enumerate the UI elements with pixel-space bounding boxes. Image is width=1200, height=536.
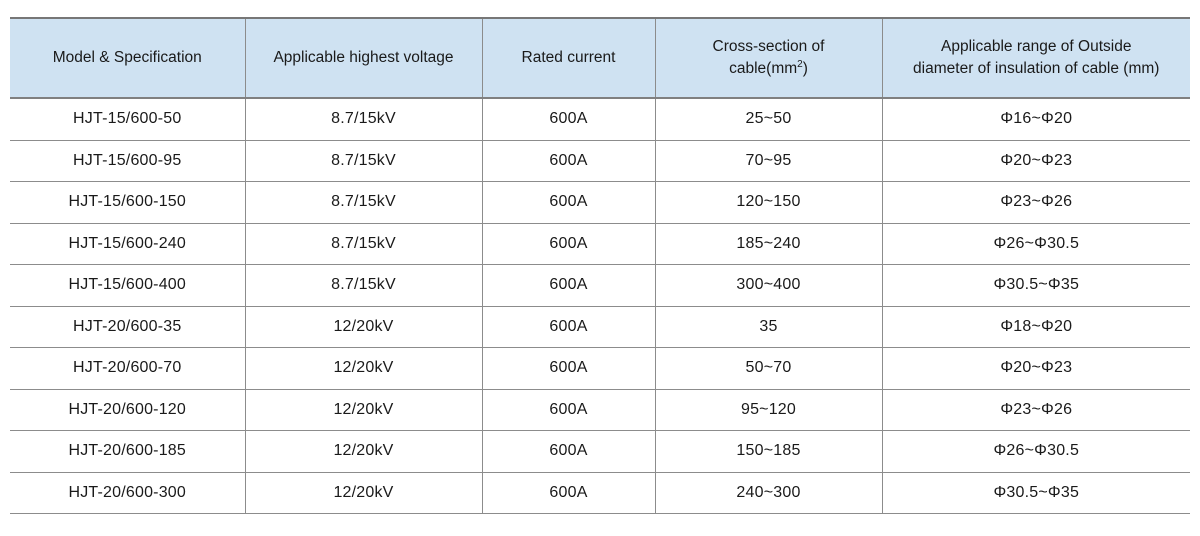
table-row: HJT-20/600-185 12/20kV 600A 150~185 Φ26~… xyxy=(10,430,1190,473)
cell-model: HJT-20/600-70 xyxy=(10,347,245,390)
cell-diameter-range: Φ23~Φ26 xyxy=(881,181,1190,224)
cell-model: HJT-15/600-400 xyxy=(10,264,245,307)
cell-current: 600A xyxy=(481,389,655,431)
table-row: HJT-20/600-70 12/20kV 600A 50~70 Φ20~Φ23 xyxy=(10,347,1190,390)
cell-cross-section: 185~240 xyxy=(654,223,882,265)
column-header-voltage: Applicable highest voltage xyxy=(244,17,482,99)
cell-voltage: 12/20kV xyxy=(244,430,482,473)
cell-model: HJT-20/600-185 xyxy=(10,430,245,473)
column-header-diameter-range: Applicable range of Outside diameter of … xyxy=(881,17,1190,99)
table-row: HJT-20/600-35 12/20kV 600A 35 Φ18~Φ20 xyxy=(10,306,1190,348)
table-row: HJT-20/600-300 12/20kV 600A 240~300 Φ30.… xyxy=(10,472,1190,514)
cell-current: 600A xyxy=(481,181,655,224)
column-header-cross-section: Cross-section of cable(mm2) xyxy=(654,17,882,99)
cell-model: HJT-20/600-35 xyxy=(10,306,245,348)
cell-model: HJT-15/600-240 xyxy=(10,223,245,265)
table-row: HJT-20/600-120 12/20kV 600A 95~120 Φ23~Φ… xyxy=(10,389,1190,431)
cell-diameter-range: Φ26~Φ30.5 xyxy=(881,430,1190,473)
cell-diameter-range: Φ20~Φ23 xyxy=(881,140,1190,182)
cell-diameter-range: Φ23~Φ26 xyxy=(881,389,1190,431)
cell-voltage: 12/20kV xyxy=(244,389,482,431)
cell-diameter-range: Φ30.5~Φ35 xyxy=(881,264,1190,307)
table-row: HJT-15/600-240 8.7/15kV 600A 185~240 Φ26… xyxy=(10,223,1190,265)
cell-current: 600A xyxy=(481,223,655,265)
cell-current: 600A xyxy=(481,98,655,141)
cell-current: 600A xyxy=(481,306,655,348)
column-header-diameter-range-line1: Applicable range of Outside xyxy=(941,37,1132,55)
cell-diameter-range: Φ30.5~Φ35 xyxy=(881,472,1190,514)
column-header-diameter-range-line2: diameter of insulation of cable (mm) xyxy=(913,60,1160,77)
cell-diameter-range: Φ26~Φ30.5 xyxy=(881,223,1190,265)
table-row: HJT-15/600-400 8.7/15kV 600A 300~400 Φ30… xyxy=(10,264,1190,307)
cell-cross-section: 120~150 xyxy=(654,181,882,224)
table-row: HJT-15/600-50 8.7/15kV 600A 25~50 Φ16~Φ2… xyxy=(10,98,1190,141)
cell-current: 600A xyxy=(481,430,655,473)
cell-cross-section: 240~300 xyxy=(654,472,882,514)
cell-voltage: 12/20kV xyxy=(244,306,482,348)
cell-current: 600A xyxy=(481,264,655,307)
column-header-cross-section-line1: Cross-section of xyxy=(712,37,825,55)
cell-current: 600A xyxy=(481,347,655,390)
cell-current: 600A xyxy=(481,472,655,514)
table-row: HJT-15/600-150 8.7/15kV 600A 120~150 Φ23… xyxy=(10,181,1190,224)
table-row: HJT-15/600-95 8.7/15kV 600A 70~95 Φ20~Φ2… xyxy=(10,140,1190,182)
cell-model: HJT-15/600-150 xyxy=(10,181,245,224)
cell-cross-section: 35 xyxy=(654,306,882,348)
cell-voltage: 12/20kV xyxy=(244,472,482,514)
cell-diameter-range: Φ16~Φ20 xyxy=(881,98,1190,141)
cell-model: HJT-20/600-120 xyxy=(10,389,245,431)
cell-voltage: 8.7/15kV xyxy=(244,140,482,182)
cell-model: HJT-20/600-300 xyxy=(10,472,245,514)
column-header-cross-section-superscript: 2 xyxy=(797,58,803,70)
cell-cross-section: 70~95 xyxy=(654,140,882,182)
cell-current: 600A xyxy=(481,140,655,182)
column-header-current: Rated current xyxy=(481,17,655,99)
cell-cross-section: 150~185 xyxy=(654,430,882,473)
spec-table: Model & Specification Applicable highest… xyxy=(10,17,1190,514)
column-header-model: Model & Specification xyxy=(10,17,245,99)
cell-voltage: 8.7/15kV xyxy=(244,98,482,141)
cell-model: HJT-15/600-50 xyxy=(10,98,245,141)
column-header-cross-section-line2: cable(mm xyxy=(729,60,798,77)
cell-voltage: 8.7/15kV xyxy=(244,181,482,224)
cell-diameter-range: Φ20~Φ23 xyxy=(881,347,1190,390)
cell-voltage: 12/20kV xyxy=(244,347,482,390)
cell-voltage: 8.7/15kV xyxy=(244,264,482,307)
cell-voltage: 8.7/15kV xyxy=(244,223,482,265)
cell-model: HJT-15/600-95 xyxy=(10,140,245,182)
column-header-cross-section-line2-close: ) xyxy=(802,60,808,77)
cell-cross-section: 50~70 xyxy=(654,347,882,390)
cell-cross-section: 25~50 xyxy=(654,98,882,141)
cell-cross-section: 95~120 xyxy=(654,389,882,431)
header-row: Model & Specification Applicable highest… xyxy=(10,17,1190,99)
cell-cross-section: 300~400 xyxy=(654,264,882,307)
cell-diameter-range: Φ18~Φ20 xyxy=(881,306,1190,348)
